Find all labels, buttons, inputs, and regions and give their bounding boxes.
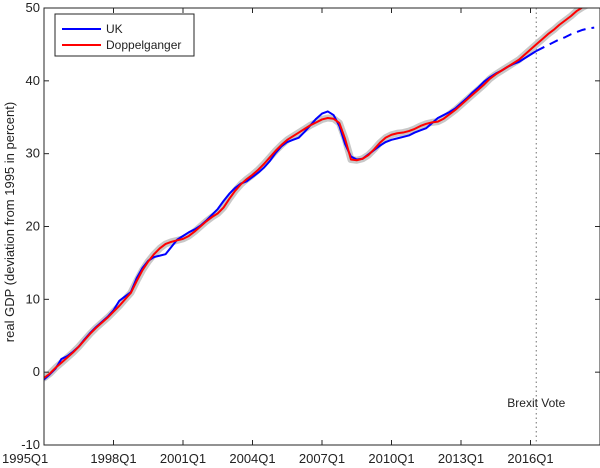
y-tick-label: 30 (26, 146, 40, 161)
doppelganger-uncertainty-band (44, 8, 589, 382)
series-group (44, 8, 595, 445)
y-tick-label: 40 (26, 73, 40, 88)
x-tick-label: 1995Q1 (2, 451, 48, 466)
y-tick-label: -10 (21, 437, 40, 452)
legend: UK Doppelganger (54, 13, 195, 57)
x-tick-label: 2013Q1 (438, 451, 484, 466)
uk-series-line (44, 50, 537, 381)
legend-label: UK (106, 22, 123, 36)
y-tick-label: 10 (26, 291, 40, 306)
x-tick-label: 2001Q1 (160, 451, 206, 466)
x-tick-label: 2007Q1 (299, 451, 345, 466)
y-axis-label: real GDP (deviation from 1995 in percent… (2, 102, 17, 342)
y-tick-label: 0 (33, 364, 40, 379)
brexit-vote-annotation: Brexit Vote (507, 396, 565, 410)
uk-series-line-post-vote (535, 26, 595, 52)
legend-box (54, 13, 195, 57)
x-tick-label: 2004Q1 (229, 451, 275, 466)
y-tick-label: 20 (26, 219, 40, 234)
legend-label: Doppelganger (106, 38, 181, 52)
x-tick-label: 2016Q1 (507, 451, 553, 466)
doppelganger-series-line (44, 8, 584, 379)
y-tick-label: 50 (26, 0, 40, 15)
x-tick-label: 1998Q1 (90, 451, 136, 466)
x-tick-label: 2010Q1 (368, 451, 414, 466)
plot-area (44, 8, 595, 445)
axes-box (43, 7, 600, 446)
